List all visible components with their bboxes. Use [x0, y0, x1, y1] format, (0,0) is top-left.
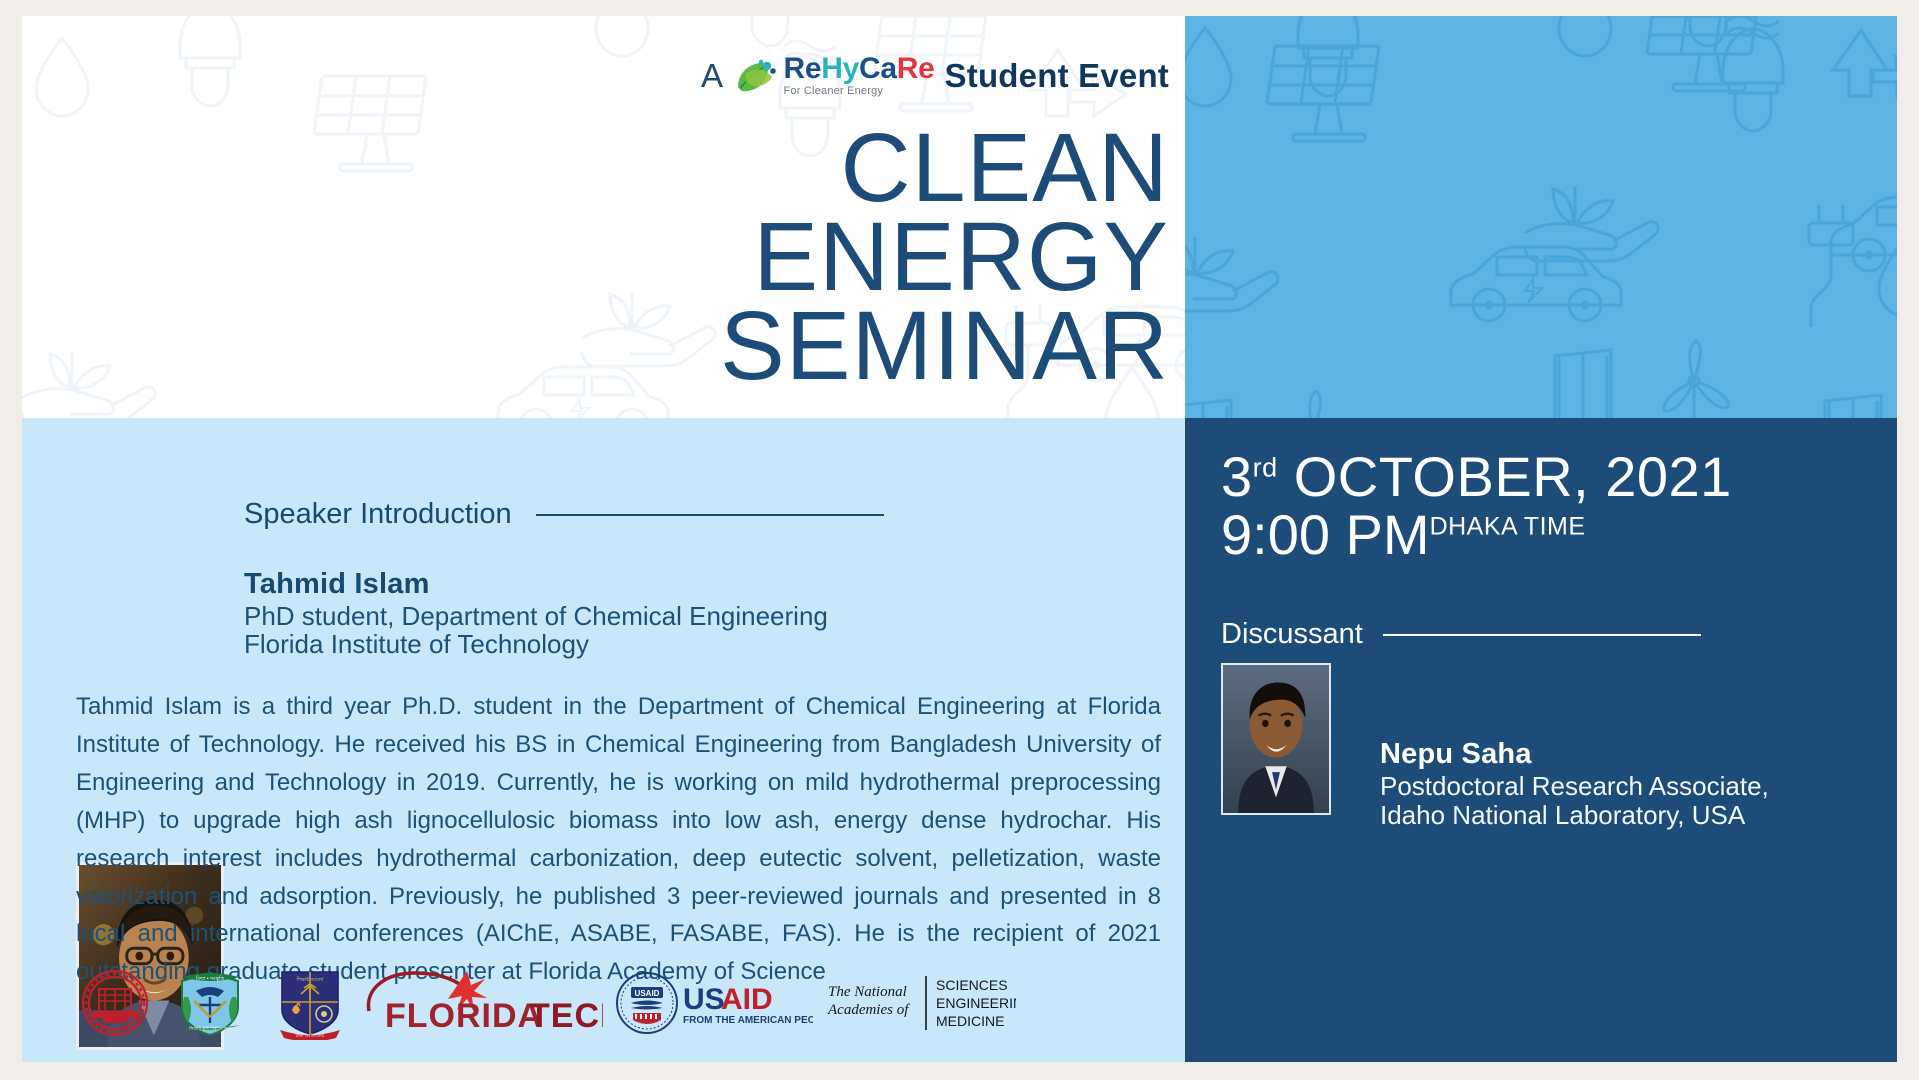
event-date-rest: OCTOBER, 2021	[1277, 445, 1732, 508]
speaker-name: Tahmid Islam	[244, 568, 430, 600]
svg-text:US: US	[683, 983, 725, 1016]
sau-logo: বিদ্যা • সংস্কৃতি সিলেট কৃষি বিশ্ববিদ্যা…	[158, 967, 262, 1039]
svg-text:ঢাকা বিশ্ববিদ্যালয়: ঢাকা বিশ্ববিদ্যালয়	[295, 1033, 325, 1038]
svg-text:The National: The National	[828, 984, 907, 1000]
event-date: 3rd OCTOBER, 2021	[1221, 448, 1732, 505]
kicker-prefix: A	[701, 56, 724, 94]
discussant-meta: Nepu Saha Postdoctoral Research Associat…	[1380, 738, 1769, 829]
national-academies-logo: The National Academies of SCIENCES ENGIN…	[818, 970, 1018, 1036]
rehycare-wordmark: ReHyCaRe For Cleaner Energy	[784, 54, 935, 97]
event-time-value: 9:00 PM	[1221, 503, 1430, 567]
svg-text:AID: AID	[721, 983, 773, 1016]
speaker-meta: Tahmid Islam PhD student, Department of …	[244, 568, 828, 658]
usaid-logo: USAID US AID FROM THE AMERICAN PEOPLE	[608, 967, 818, 1039]
svg-text:USAID: USAID	[635, 989, 660, 998]
event-date-ordinal: rd	[1252, 452, 1278, 483]
speaker-panel: Speaker Introduction	[22, 418, 1185, 1062]
sponsor-logo-strip: বিদ্যা • সংস্কৃতি সিলেট কৃষি বিশ্ববিদ্যা…	[72, 963, 1162, 1043]
page-title: CLEAN ENERGY SEMINAR	[22, 113, 1173, 401]
speaker-affiliation-line-1: PhD student, Department of Chemical Engi…	[244, 601, 828, 631]
discussant-header-rule	[1382, 633, 1701, 636]
speaker-section-header: Speaker Introduction	[244, 498, 884, 531]
poster-canvas: A ReHyCaRe For Cleaner Energy	[22, 16, 1897, 1062]
svg-text:সিলেট কৃষি বিশ্ববিদ্যালয়: সিলেট কৃষি বিশ্ববিদ্যালয়	[188, 1026, 231, 1031]
svg-text:SCIENCES: SCIENCES	[936, 977, 1008, 993]
svg-text:Academies of: Academies of	[827, 1002, 910, 1018]
event-datetime: 3rd OCTOBER, 2021 9:00 PMDHAKA TIME	[1221, 448, 1732, 566]
speaker-section-label: Speaker Introduction	[244, 498, 512, 530]
discussant-title-line-2: Idaho National Laboratory, USA	[1380, 799, 1746, 830]
event-date-day: 3	[1221, 445, 1253, 508]
discussant-section-label: Discussant	[1221, 618, 1363, 650]
rehycare-leaf-icon	[737, 59, 776, 92]
svg-text:ENGINEERING: ENGINEERING	[936, 995, 1016, 1011]
speaker-affiliation-line-2: Florida Institute of Technology	[244, 628, 589, 659]
discussant-title-line-1: Postdoctoral Research Associate,	[1380, 771, 1769, 801]
discussant-photo	[1221, 663, 1331, 815]
svg-text:TECH: TECH	[529, 997, 603, 1035]
du-logo: শিক্ষাই আলো ঢাকা বিশ্ববিদ্যালয়	[262, 966, 358, 1040]
title-line-3: SEMINAR	[720, 291, 1169, 401]
discussant-name: Nepu Saha	[1380, 738, 1532, 770]
speaker-bio: Tahmid Islam is a third year Ph.D. stude…	[76, 693, 1161, 986]
svg-text:শিক্ষাই আলো: শিক্ষাই আলো	[296, 977, 324, 983]
speaker-header-rule	[535, 513, 884, 516]
svg-text:MEDICINE: MEDICINE	[936, 1013, 1004, 1029]
svg-text:FLORIDA: FLORIDA	[385, 997, 543, 1035]
discussant-section-header: Discussant	[1221, 618, 1701, 651]
rehycare-tagline: For Cleaner Energy	[783, 85, 884, 97]
event-details-panel: 3rd OCTOBER, 2021 9:00 PMDHAKA TIME Disc…	[1185, 418, 1897, 1062]
event-timezone: DHAKA TIME	[1429, 512, 1586, 541]
energy-icon-pattern-blue	[1185, 16, 1897, 418]
header-right-panel	[1185, 16, 1897, 418]
title-line-2: ENERGY	[753, 202, 1169, 312]
rehycare-name: ReHyCaRe	[783, 52, 935, 85]
title-line-1: CLEAN	[840, 113, 1169, 222]
title-block: A ReHyCaRe For Cleaner Energy	[22, 16, 1185, 401]
event-kicker: A ReHyCaRe For Cleaner Energy	[22, 54, 1169, 97]
event-time: 9:00 PMDHAKA TIME	[1221, 503, 1732, 567]
svg-text:বিদ্যা • সংস্কৃতি: বিদ্যা • সংস্কৃতি	[195, 976, 225, 982]
florida-tech-logo: FLORIDA TECH	[358, 967, 608, 1039]
kicker-suffix: Student Event	[944, 56, 1169, 94]
svg-text:FROM THE AMERICAN PEOPLE: FROM THE AMERICAN PEOPLE	[683, 1015, 813, 1026]
buet-logo	[72, 967, 158, 1039]
header-band: A ReHyCaRe For Cleaner Energy	[22, 16, 1897, 418]
rehycare-logo: ReHyCaRe For Cleaner Energy	[734, 54, 935, 97]
